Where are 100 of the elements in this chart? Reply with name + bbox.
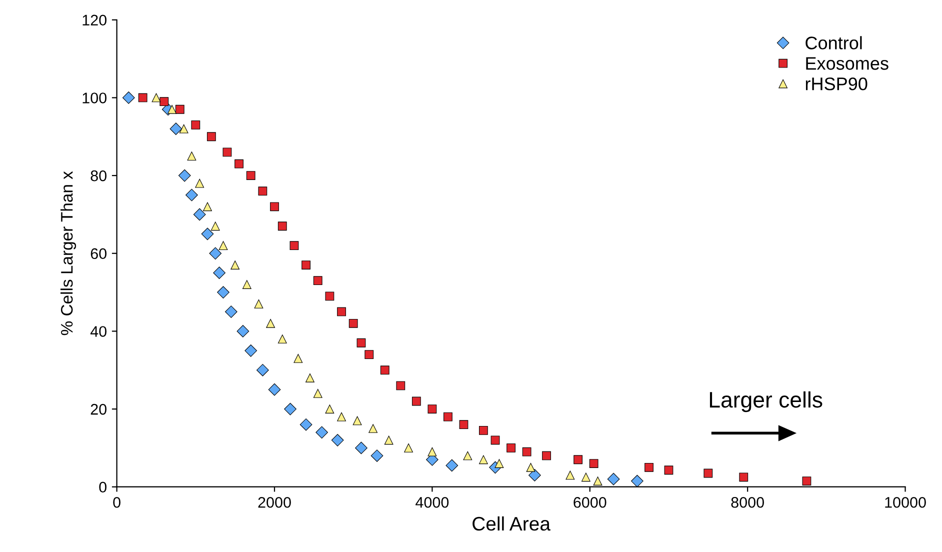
point [217, 286, 230, 298]
point [522, 447, 532, 456]
point [213, 266, 226, 279]
y-tick-label: 60 [90, 248, 106, 260]
annotation: Larger cells [710, 391, 822, 412]
point [325, 404, 334, 414]
point [138, 93, 148, 102]
point [191, 120, 200, 130]
point [278, 222, 287, 231]
point [370, 450, 384, 462]
legend-label: Exosomes [806, 57, 888, 70]
point [644, 462, 654, 472]
point [222, 148, 232, 157]
point [270, 202, 279, 212]
y-tick-label: 80 [90, 170, 106, 182]
point [384, 436, 394, 445]
point [704, 468, 713, 478]
point [380, 366, 390, 375]
point [210, 222, 220, 231]
y-tick-label: 40 [90, 326, 106, 337]
point [528, 469, 541, 482]
point [230, 260, 240, 270]
point [246, 171, 256, 180]
point [478, 455, 488, 464]
point [412, 396, 421, 406]
x-tick-label: 10000 [885, 496, 926, 508]
x-tick-label: 6000 [574, 496, 606, 508]
point [593, 476, 602, 486]
point [581, 472, 590, 482]
point [201, 228, 214, 240]
point [589, 459, 598, 468]
point [404, 444, 413, 452]
point [152, 93, 161, 102]
point [302, 260, 310, 270]
point [459, 420, 468, 430]
point [352, 416, 362, 426]
point [193, 208, 206, 221]
point [506, 444, 516, 452]
point [268, 383, 281, 396]
point [337, 307, 346, 316]
point [331, 434, 344, 446]
point [306, 373, 314, 382]
point [175, 104, 184, 114]
point [313, 389, 322, 398]
point [178, 169, 191, 182]
point [574, 455, 582, 464]
point [236, 325, 250, 338]
point [278, 334, 287, 344]
y-tick-label: 20 [90, 404, 106, 415]
point [364, 350, 374, 359]
point [122, 92, 135, 104]
x-tick-label: 8000 [731, 496, 764, 508]
point [160, 97, 169, 106]
point [313, 276, 322, 286]
point [490, 436, 500, 445]
legend-label: rHSP90 [806, 77, 868, 90]
point [446, 459, 458, 472]
point [428, 447, 437, 456]
point [258, 186, 268, 196]
point [170, 122, 182, 136]
point [209, 247, 222, 260]
point [234, 159, 244, 168]
y-axis-title: % Cells Larger Than x [60, 171, 76, 336]
legend-label: Control [806, 36, 862, 50]
point [187, 152, 196, 161]
point [203, 202, 212, 212]
point [218, 241, 228, 250]
y-tick-label: 0 [99, 482, 106, 493]
x-tick-label: 4000 [416, 496, 449, 508]
point [542, 451, 551, 460]
point [242, 280, 252, 289]
point [195, 178, 204, 188]
point [266, 318, 276, 328]
point [316, 426, 328, 439]
point [224, 306, 238, 318]
point [348, 318, 358, 328]
point [337, 412, 346, 422]
x-axis-title: Cell Area [472, 516, 550, 531]
point [396, 381, 406, 390]
point [294, 354, 303, 363]
point [478, 426, 488, 435]
point [356, 338, 366, 348]
x-tick-label: 2000 [258, 496, 291, 508]
point [526, 462, 536, 472]
point [428, 404, 437, 414]
point [290, 241, 299, 250]
point [802, 476, 812, 486]
point [179, 124, 188, 134]
point [355, 442, 368, 454]
point [325, 292, 334, 301]
point [284, 402, 296, 416]
y-tick-label: 100 [82, 92, 106, 104]
point [206, 132, 216, 142]
point [368, 424, 378, 433]
point [463, 451, 472, 460]
point [607, 472, 620, 486]
point [254, 300, 264, 308]
point [256, 364, 269, 376]
point [444, 412, 452, 422]
x-tick-label: 0 [113, 496, 120, 508]
